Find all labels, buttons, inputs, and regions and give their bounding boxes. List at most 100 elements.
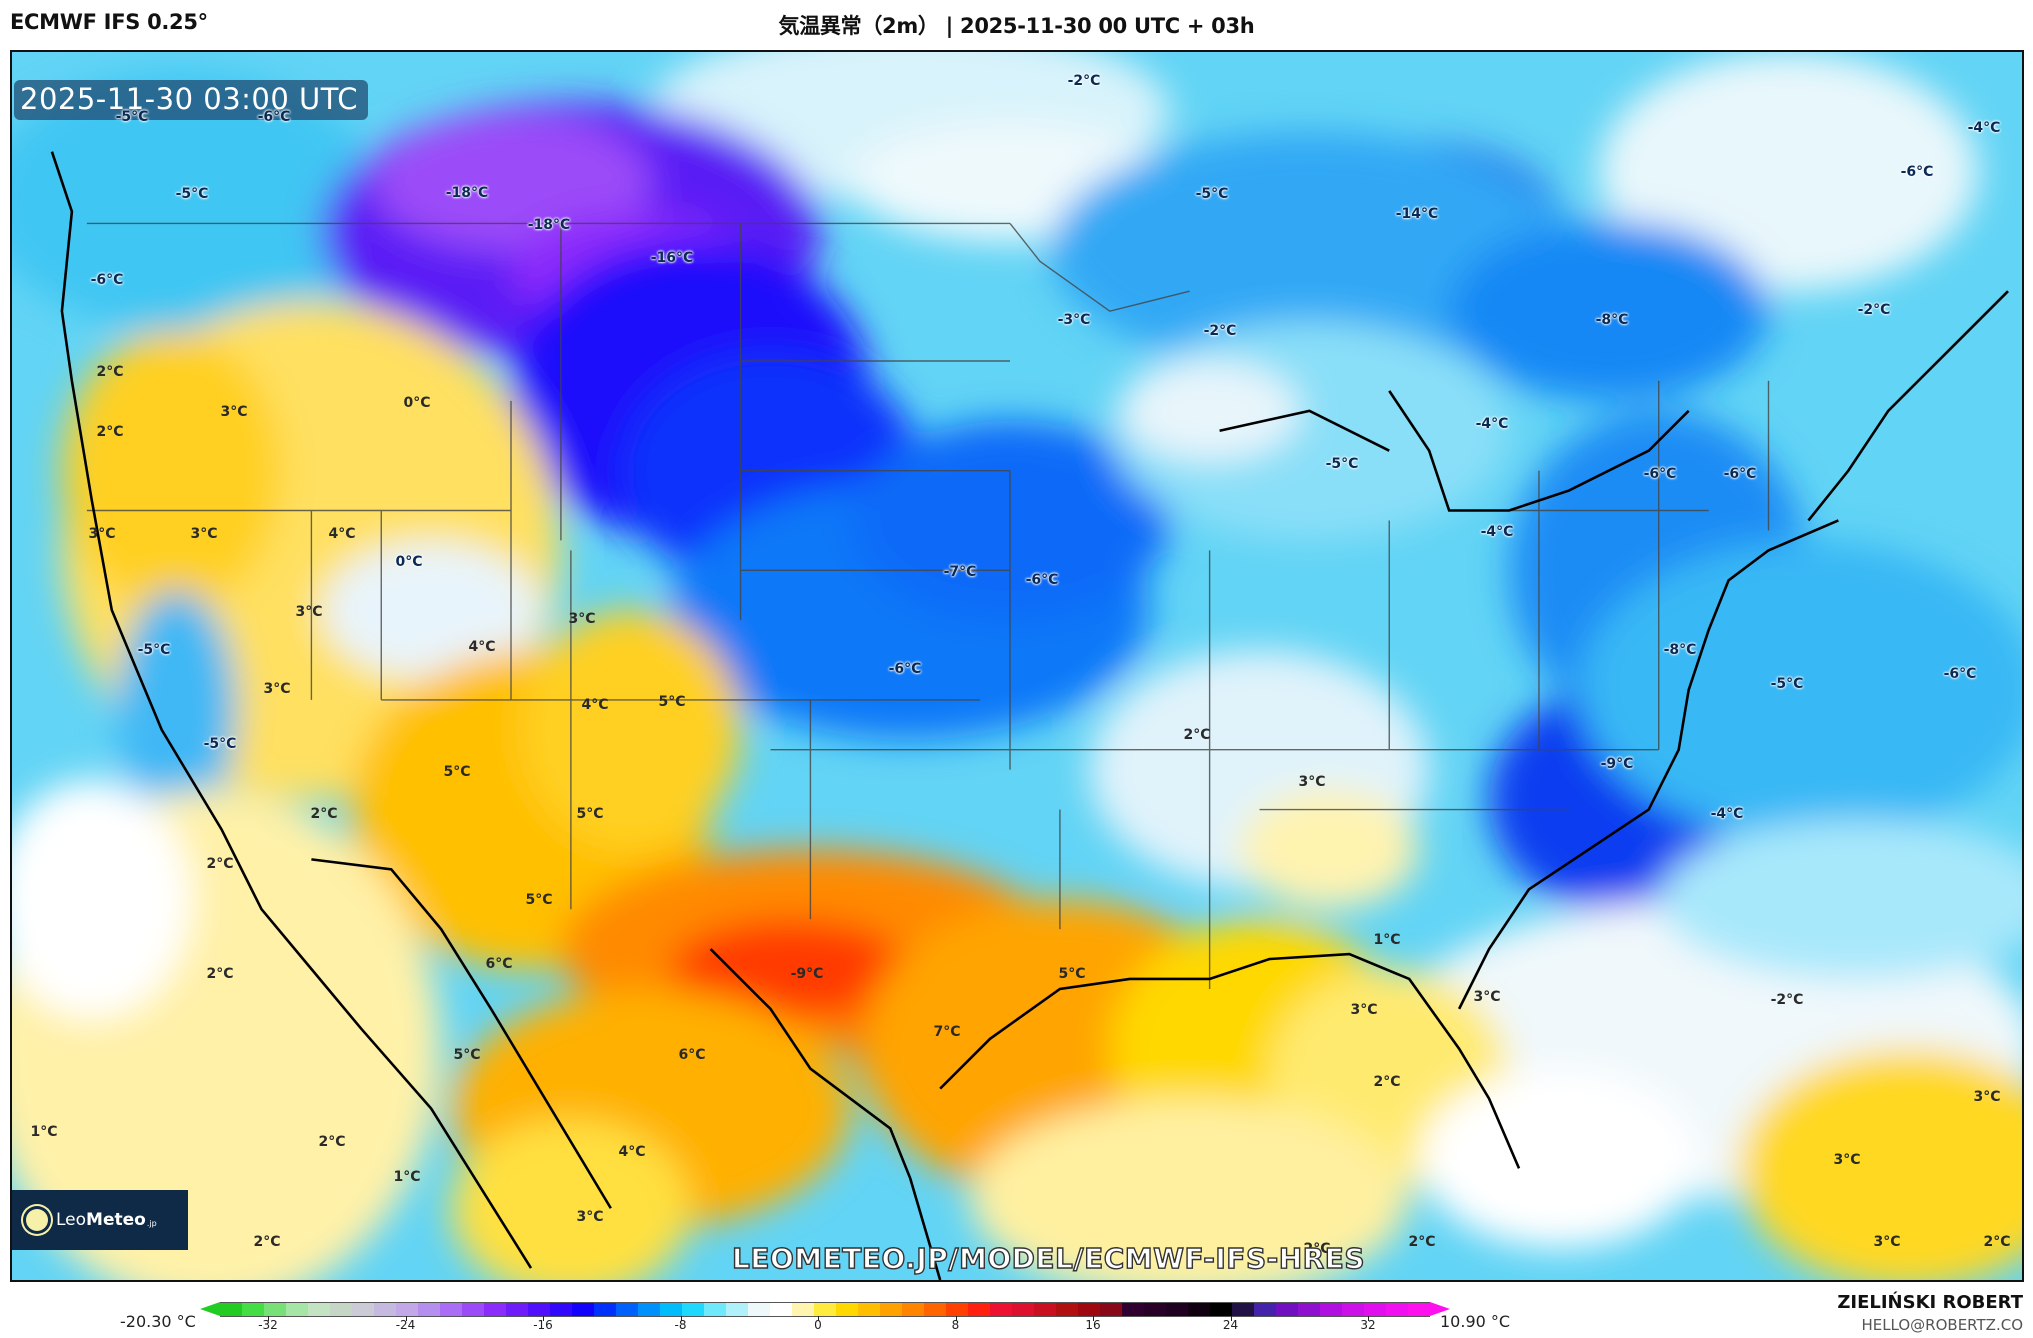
colorbar-tick-label: -8 bbox=[674, 1318, 687, 1332]
contour-label: -8°C bbox=[1595, 312, 1629, 328]
contour-label: -2°C bbox=[1770, 992, 1804, 1008]
contour-label: 2°C bbox=[318, 1134, 346, 1150]
contour-label: -5°C bbox=[1195, 186, 1229, 202]
contour-label: -7°C bbox=[943, 564, 977, 580]
contour-label: 2°C bbox=[96, 364, 124, 380]
contour-label: -4°C bbox=[1967, 120, 2001, 136]
colorbar-min-extend bbox=[200, 1302, 220, 1316]
chart-title: 気温異常（2m） | 2025-11-30 00 UTC + 03h bbox=[778, 14, 1255, 38]
colorbar-tick-mark bbox=[1368, 1316, 1369, 1321]
colorbar-max-extend bbox=[1430, 1302, 1450, 1316]
contour-label: 2°C bbox=[1983, 1234, 2011, 1250]
sun-icon bbox=[26, 1209, 48, 1231]
contour-label: 2°C bbox=[253, 1234, 281, 1250]
contour-label: -5°C bbox=[1770, 676, 1804, 692]
source-watermark: LEOMETEO.JP/MODEL/ECMWF-IFS-HRES bbox=[731, 1241, 1366, 1275]
colorbar bbox=[200, 1300, 1450, 1320]
contour-label: -5°C bbox=[1325, 456, 1359, 472]
contour-label: 3°C bbox=[263, 681, 291, 697]
contour-label: 2°C bbox=[1183, 727, 1211, 743]
contour-label: 7°C bbox=[933, 1024, 961, 1040]
contour-label: 5°C bbox=[453, 1047, 481, 1063]
valid-time-badge: 2025-11-30 03:00 UTC bbox=[14, 80, 369, 120]
contour-label: -6°C bbox=[257, 109, 291, 125]
colorbar-scale bbox=[220, 1302, 1430, 1317]
contour-label: 3°C bbox=[1473, 989, 1501, 1005]
contour-label: 1°C bbox=[30, 1124, 58, 1140]
temperature-anomaly-map: 2025-11-30 03:00 UTC -5°C -6°C -5°C -6°C -18… bbox=[10, 50, 2024, 1282]
contour-label: 3°C bbox=[1833, 1152, 1861, 1168]
colorbar-min-value: -20.30 °C bbox=[120, 1312, 196, 1331]
contour-label: -14°C bbox=[1395, 206, 1439, 222]
contour-label: 3°C bbox=[1350, 1002, 1378, 1018]
contour-label: 3°C bbox=[220, 404, 248, 420]
contour-label: 4°C bbox=[618, 1144, 646, 1160]
contour-label: -5°C bbox=[175, 186, 209, 202]
colorbar-tick-mark bbox=[405, 1316, 407, 1321]
contour-label: -2°C bbox=[1067, 73, 1101, 89]
contour-label: 2°C bbox=[1408, 1234, 1436, 1250]
contour-label: -4°C bbox=[1710, 806, 1744, 822]
contour-label: -5°C bbox=[115, 109, 149, 125]
contour-label: 3°C bbox=[88, 526, 116, 542]
contour-label: 3°C bbox=[1298, 774, 1326, 790]
contour-label: 3°C bbox=[568, 611, 596, 627]
contour-label: 5°C bbox=[658, 694, 686, 710]
contour-label: 4°C bbox=[468, 639, 496, 655]
contour-label: -18°C bbox=[527, 217, 571, 233]
contour-label: 5°C bbox=[1058, 966, 1086, 982]
model-title: ECMWF IFS 0.25° bbox=[10, 10, 208, 34]
colorbar-tick-mark bbox=[955, 1316, 957, 1321]
colorbar-tick-mark bbox=[268, 1316, 269, 1321]
colorbar-max-value: 10.90 °C bbox=[1440, 1312, 1511, 1331]
colorbar-tick-label: -32 bbox=[258, 1318, 278, 1332]
colorbar-tick-mark bbox=[543, 1316, 544, 1321]
colorbar-tick-mark bbox=[818, 1316, 819, 1321]
colorbar-tick-label: 0 bbox=[814, 1318, 822, 1332]
contour-label: 1°C bbox=[393, 1169, 421, 1185]
contour-label: 2°C bbox=[96, 424, 124, 440]
contour-label: -6°C bbox=[888, 661, 922, 677]
contour-label: -9°C bbox=[1600, 756, 1634, 772]
contour-label: -3°C bbox=[1057, 312, 1091, 328]
contour-label: -8°C bbox=[1663, 642, 1697, 658]
contour-label: -6°C bbox=[1723, 466, 1757, 482]
contour-label: 3°C bbox=[1873, 1234, 1901, 1250]
contour-label: 4°C bbox=[328, 526, 356, 542]
contour-label: 3°C bbox=[576, 1209, 604, 1225]
anomaly-field bbox=[12, 52, 2022, 1280]
contour-label: 3°C bbox=[1973, 1089, 2001, 1105]
colorbar-tick-label: -16 bbox=[533, 1318, 553, 1332]
colorbar-tick-mark bbox=[680, 1316, 682, 1321]
contour-label: -18°C bbox=[445, 185, 489, 201]
contour-label: 2°C bbox=[1373, 1074, 1401, 1090]
author-name: ZIELIŃSKI ROBERT bbox=[1837, 1292, 2023, 1313]
contour-label: -4°C bbox=[1475, 416, 1509, 432]
contour-label: 2°C bbox=[310, 806, 338, 822]
contour-label: -5°C bbox=[203, 736, 237, 752]
contour-label: 5°C bbox=[525, 892, 553, 908]
contour-label: -6°C bbox=[1943, 666, 1977, 682]
contour-label: 0°C bbox=[403, 395, 431, 411]
author-email[interactable]: HELLO@ROBERTZ.CO bbox=[1861, 1316, 2023, 1334]
colorbar-tick-label: 32 bbox=[1360, 1318, 1376, 1332]
contour-label: 4°C bbox=[581, 697, 609, 713]
leometeo-logo: Leo Meteo .jp bbox=[12, 1190, 188, 1250]
contour-label: -4°C bbox=[1480, 524, 1514, 540]
colorbar-tick-label: 16 bbox=[1085, 1318, 1101, 1332]
contour-label: 0°C bbox=[395, 554, 423, 570]
contour-label: 5°C bbox=[576, 806, 604, 822]
contour-label: -9°C bbox=[790, 966, 824, 982]
contour-label: 6°C bbox=[485, 956, 513, 972]
contour-label: 6°C bbox=[678, 1047, 706, 1063]
contour-label: -16°C bbox=[650, 250, 694, 266]
contour-label: 3°C bbox=[190, 526, 218, 542]
contour-label: -6°C bbox=[1900, 164, 1934, 180]
contour-label: -5°C bbox=[137, 642, 171, 658]
colorbar-tick-label: 24 bbox=[1222, 1318, 1239, 1332]
contour-label: 5°C bbox=[443, 764, 471, 780]
colorbar-tick-mark bbox=[1093, 1316, 1094, 1321]
colorbar-tick-mark bbox=[1230, 1316, 1232, 1321]
colorbar-tick-label: -24 bbox=[395, 1318, 416, 1332]
contour-label: 3°C bbox=[295, 604, 323, 620]
